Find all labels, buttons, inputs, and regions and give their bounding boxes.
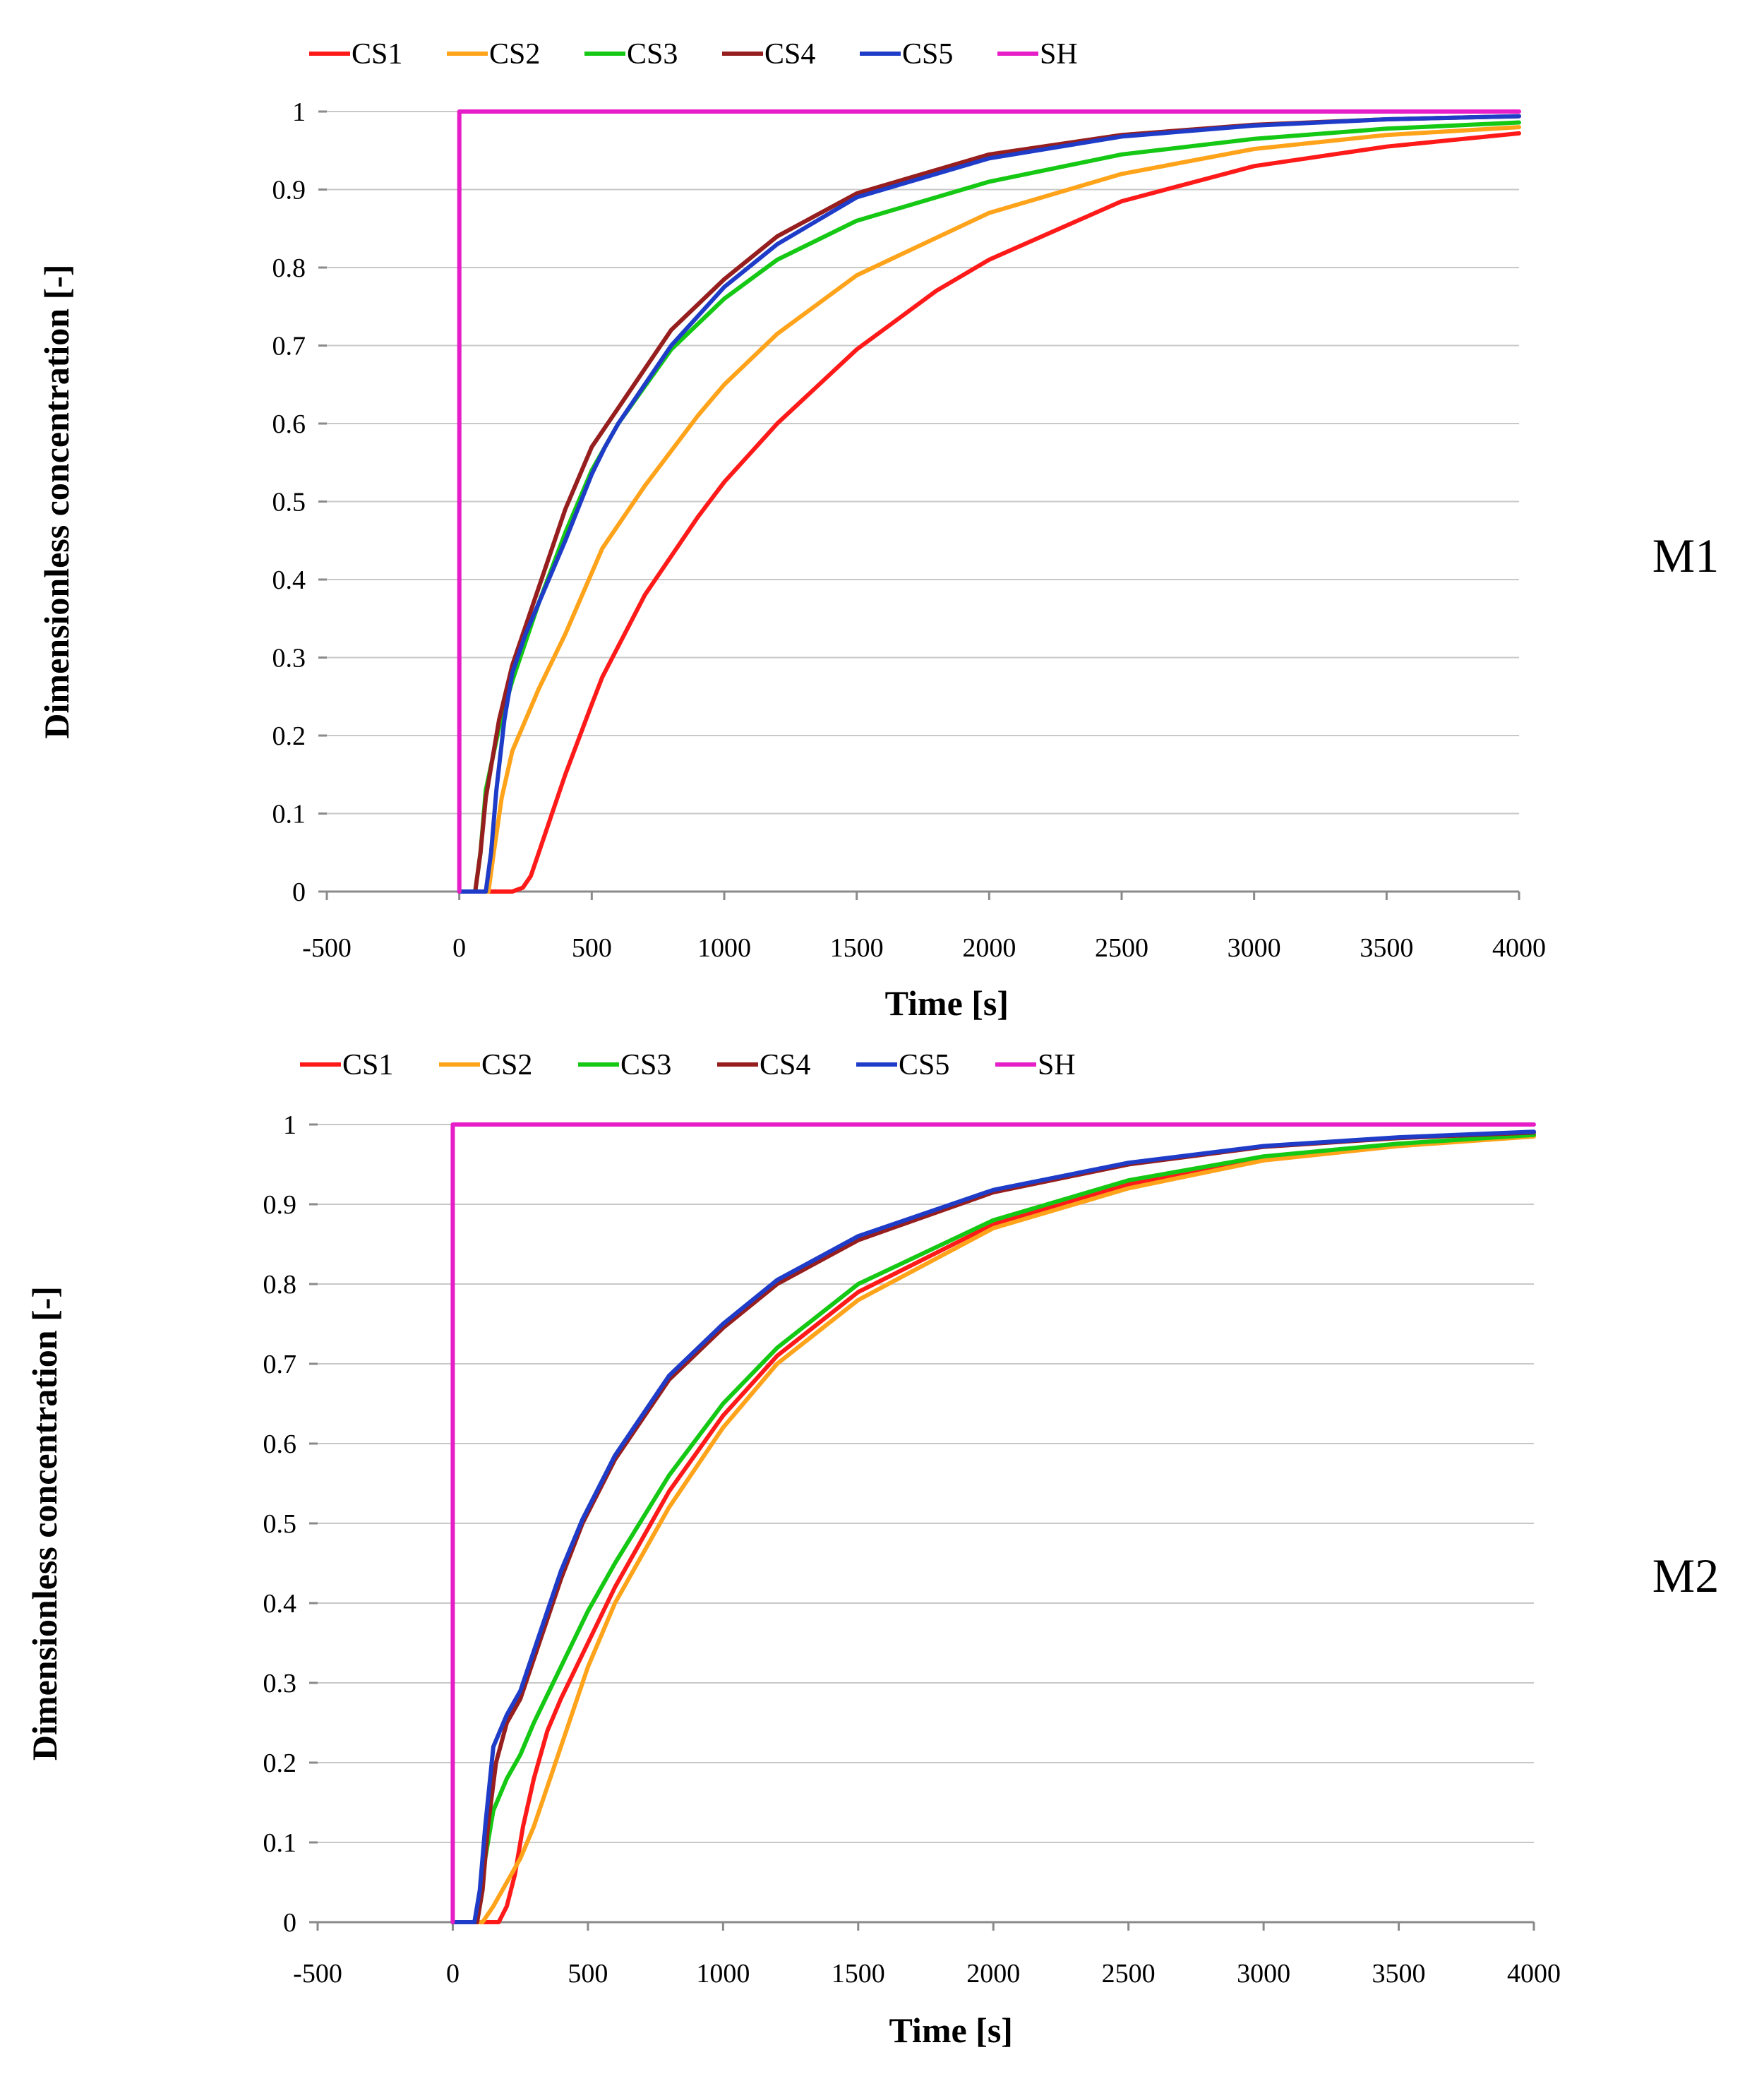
- legend-label-sh: SH: [1038, 1049, 1076, 1081]
- x-tick-label: 500: [568, 1959, 608, 1989]
- x-tick-label: 1500: [832, 1959, 885, 1989]
- y-tick-label: 0.6: [263, 1429, 297, 1459]
- chart-panel-m1: -500 0 500 1000 1500 2000 2500 3000 3500 4000 0 0.1…: [37, 38, 1719, 1023]
- series-line-cs4: [457, 114, 1521, 894]
- legend-label-sh: SH: [1040, 38, 1078, 71]
- panel-label: M2: [1652, 1549, 1719, 1602]
- y-axis-title: Dimensionless concentration [-]: [25, 1286, 64, 1761]
- x-tick-label: 3000: [1237, 1959, 1290, 1989]
- series-line-cs1: [457, 131, 1521, 894]
- x-tick-label: 2500: [1102, 1959, 1156, 1989]
- series-line-cs5: [457, 114, 1521, 894]
- series-line-cs3: [450, 1132, 1536, 1924]
- chart-panel-m2: -500 0 500 1000 1500 2000 2500 3000 3500 4000 0 0.1…: [25, 1049, 1719, 2050]
- y-tick-label: 0.8: [263, 1270, 297, 1300]
- y-tick-label: 0.1: [263, 1828, 297, 1858]
- series-line-cs3: [457, 120, 1521, 894]
- x-tick-label: 500: [572, 933, 612, 963]
- series-line-cs4: [450, 1130, 1536, 1924]
- x-tick-label: 4000: [1507, 1959, 1561, 1989]
- y-tick-label: 1: [283, 1110, 296, 1140]
- y-tick-label: 0: [283, 1908, 296, 1938]
- x-tick-label: 0: [452, 933, 466, 963]
- x-tick-label: -500: [293, 1959, 342, 1989]
- legend-label-cs1: CS1: [342, 1049, 393, 1081]
- y-tick-label: 0.7: [263, 1350, 297, 1379]
- x-tick-label: 3500: [1360, 933, 1413, 963]
- y-tick-label: 0.3: [263, 1669, 297, 1698]
- x-tick-label: 2500: [1095, 933, 1148, 963]
- x-tick-label: -500: [302, 933, 352, 963]
- legend-label-cs1: CS1: [352, 38, 402, 71]
- y-tick-label: 0.3: [272, 644, 306, 673]
- y-axis-title: Dimensionless concentration [-]: [37, 264, 76, 738]
- series-line-sh: [457, 109, 1521, 894]
- legend-label-cs3: CS3: [620, 1049, 671, 1081]
- x-tick-label: 3000: [1228, 933, 1281, 963]
- y-tick-label: 1: [292, 97, 306, 127]
- y-tick-label: 0.2: [263, 1749, 297, 1778]
- series-line-cs2: [457, 125, 1521, 894]
- y-tick-label: 0.6: [272, 409, 306, 439]
- y-tick-label: 0.9: [263, 1190, 297, 1220]
- y-tick-label: 0.9: [272, 176, 306, 205]
- y-tick-label: 0.1: [272, 800, 306, 829]
- x-tick-label: 1000: [697, 933, 751, 963]
- legend-label-cs4: CS4: [760, 1049, 810, 1081]
- x-tick-label: 4000: [1492, 933, 1546, 963]
- series-line-cs1: [450, 1133, 1536, 1924]
- legend-label-cs5: CS5: [902, 38, 953, 71]
- x-axis-title: Time [s]: [889, 2010, 1012, 2050]
- series-line-cs2: [450, 1134, 1536, 1924]
- legend-label-cs4: CS4: [764, 38, 815, 71]
- legend-label-cs2: CS2: [489, 38, 540, 71]
- x-tick-label: 2000: [962, 933, 1016, 963]
- y-tick-label: 0.5: [263, 1509, 297, 1539]
- y-tick-label: 0.4: [272, 565, 306, 595]
- series-line-sh: [450, 1122, 1536, 1924]
- x-axis-title: Time [s]: [885, 983, 1009, 1023]
- y-tick-label: 0: [292, 877, 306, 907]
- legend-label-cs3: CS3: [627, 38, 678, 71]
- x-tick-label: 3500: [1372, 1959, 1426, 1989]
- y-tick-label: 0.7: [272, 332, 306, 361]
- x-tick-label: 2000: [966, 1959, 1020, 1989]
- series-line-cs5: [450, 1129, 1536, 1924]
- y-tick-label: 0.8: [272, 253, 306, 283]
- x-tick-label: 1500: [830, 933, 884, 963]
- y-tick-label: 0.2: [272, 721, 306, 751]
- legend-label-cs5: CS5: [899, 1049, 949, 1081]
- panel-label: M1: [1652, 529, 1719, 582]
- x-tick-label: 0: [446, 1959, 460, 1989]
- legend-label-cs2: CS2: [481, 1049, 532, 1081]
- x-tick-label: 1000: [696, 1959, 750, 1989]
- y-tick-label: 0.4: [263, 1589, 297, 1619]
- y-tick-label: 0.5: [272, 488, 306, 517]
